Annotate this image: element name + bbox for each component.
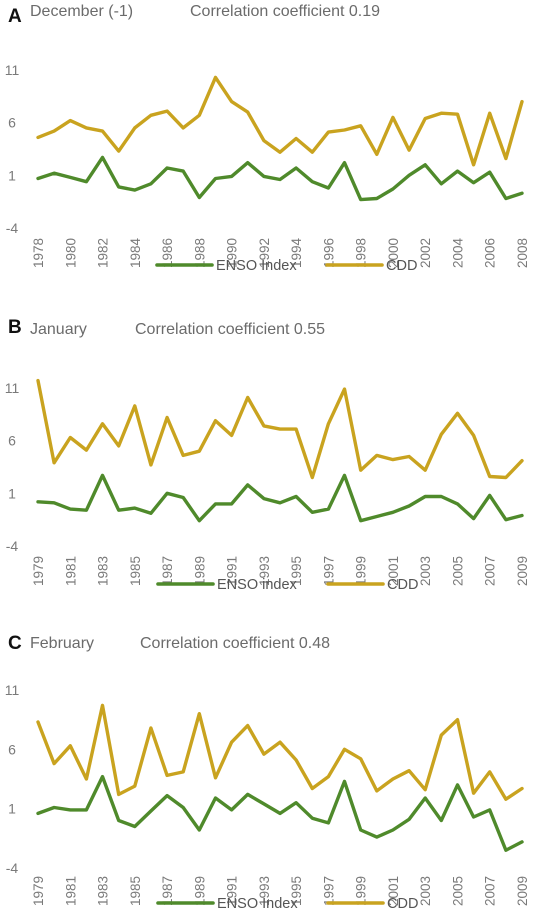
x-tick-label: 1979 xyxy=(31,556,46,586)
panel-label: B xyxy=(8,317,22,338)
y-tick-label: 6 xyxy=(8,741,16,757)
chart-title: December (-1) xyxy=(30,3,133,20)
chart-title: January xyxy=(30,321,87,338)
x-tick-label: 2002 xyxy=(418,238,433,268)
x-tick-label: 1995 xyxy=(289,876,304,906)
x-tick-label: 2009 xyxy=(515,556,530,586)
x-tick-label: 1981 xyxy=(63,556,78,586)
x-tick-label: 2005 xyxy=(450,556,465,586)
y-tick-label: -4 xyxy=(6,538,19,554)
y-tick-label: 11 xyxy=(5,682,20,698)
x-tick-label: 1995 xyxy=(289,556,304,586)
x-tick-label: 2005 xyxy=(450,876,465,906)
x-tick-label: 1988 xyxy=(192,238,207,268)
x-tick-label: 1981 xyxy=(63,876,78,906)
x-tick-label: 2001 xyxy=(386,876,401,906)
y-tick-label: 11 xyxy=(5,380,20,396)
series-line-cdd xyxy=(36,378,524,480)
legend-label: CDD xyxy=(386,258,417,274)
series-line-enso-index xyxy=(36,473,524,523)
x-tick-label: 1993 xyxy=(257,876,272,906)
x-tick-label: 1982 xyxy=(96,238,111,268)
x-tick-label: 1978 xyxy=(31,238,46,268)
x-tick-label: 1993 xyxy=(257,556,272,586)
x-tick-label: 2000 xyxy=(386,238,401,268)
y-tick-label: 6 xyxy=(8,115,16,131)
x-tick-label: 1990 xyxy=(225,238,240,268)
x-tick-label: 1987 xyxy=(160,876,175,906)
series-line-cdd xyxy=(36,75,524,167)
x-tick-label: 1998 xyxy=(354,238,369,268)
x-tick-label: 1991 xyxy=(225,876,240,906)
x-tick-label: 1999 xyxy=(354,556,369,586)
x-tick-label: 2003 xyxy=(418,876,433,906)
x-tick-label: 2001 xyxy=(386,556,401,586)
x-tick-label: 1983 xyxy=(96,876,111,906)
x-tick-label: 1980 xyxy=(63,238,78,268)
x-tick-label: 1994 xyxy=(289,238,304,269)
chart-subtitle: Correlation coefficient 0.19 xyxy=(190,3,380,20)
y-tick-label: 1 xyxy=(8,485,16,501)
series-line-enso-index xyxy=(36,155,524,202)
x-tick-label: 1992 xyxy=(257,238,272,268)
legend-label: ENSO index xyxy=(217,577,298,593)
y-tick-label: 1 xyxy=(8,167,16,183)
x-tick-label: 2008 xyxy=(515,238,530,268)
x-tick-label: 1996 xyxy=(321,238,336,268)
y-tick-label: -4 xyxy=(6,860,19,876)
x-tick-label: 2003 xyxy=(418,556,433,586)
x-tick-label: 2007 xyxy=(483,556,498,586)
legend-label: ENSO Index xyxy=(217,896,298,912)
x-tick-label: 1997 xyxy=(321,556,336,586)
legend-label: CDD xyxy=(387,896,418,912)
x-tick-label: 2006 xyxy=(483,238,498,268)
series-line-cdd xyxy=(36,703,524,801)
x-tick-label: 1986 xyxy=(160,238,175,268)
x-tick-label: 1997 xyxy=(321,876,336,906)
chart-subtitle: Correlation coefficient 0.48 xyxy=(140,635,330,652)
x-tick-label: 1985 xyxy=(128,556,143,586)
y-tick-label: -4 xyxy=(6,220,19,236)
x-tick-label: 1979 xyxy=(31,876,46,906)
chart-panel-a: A December (-1) Correlation coefficient 0.… xyxy=(5,3,530,274)
x-tick-label: 1989 xyxy=(192,876,207,906)
panel-label: C xyxy=(8,633,22,654)
x-tick-label: 1999 xyxy=(354,876,369,906)
x-tick-label: 1983 xyxy=(96,556,111,586)
panel-label: A xyxy=(8,6,22,27)
x-tick-label: 1985 xyxy=(128,876,143,906)
x-tick-label: 1984 xyxy=(128,238,143,269)
series-line-enso-index xyxy=(36,774,524,852)
chart-panel-c: C February Correlation coefficient 0.48 -4 1… xyxy=(5,633,530,912)
chart-panel-b: B January Correlation coefficient 0.55 -4 1 6… xyxy=(5,317,530,593)
y-tick-label: 11 xyxy=(5,62,20,78)
x-tick-label: 1987 xyxy=(160,556,175,586)
x-tick-label: 2004 xyxy=(450,238,465,269)
chart-subtitle: Correlation coefficient 0.55 xyxy=(135,321,325,338)
x-tick-label: 1991 xyxy=(225,556,240,586)
x-tick-label: 2009 xyxy=(515,876,530,906)
x-tick-label: 1989 xyxy=(192,556,207,586)
y-tick-label: 6 xyxy=(8,433,16,449)
legend-label: ENSO Index xyxy=(216,258,297,274)
chart-title: February xyxy=(30,635,94,652)
x-tick-label: 2007 xyxy=(483,876,498,906)
y-tick-label: 1 xyxy=(8,801,16,817)
legend-label: CDD xyxy=(387,577,418,593)
